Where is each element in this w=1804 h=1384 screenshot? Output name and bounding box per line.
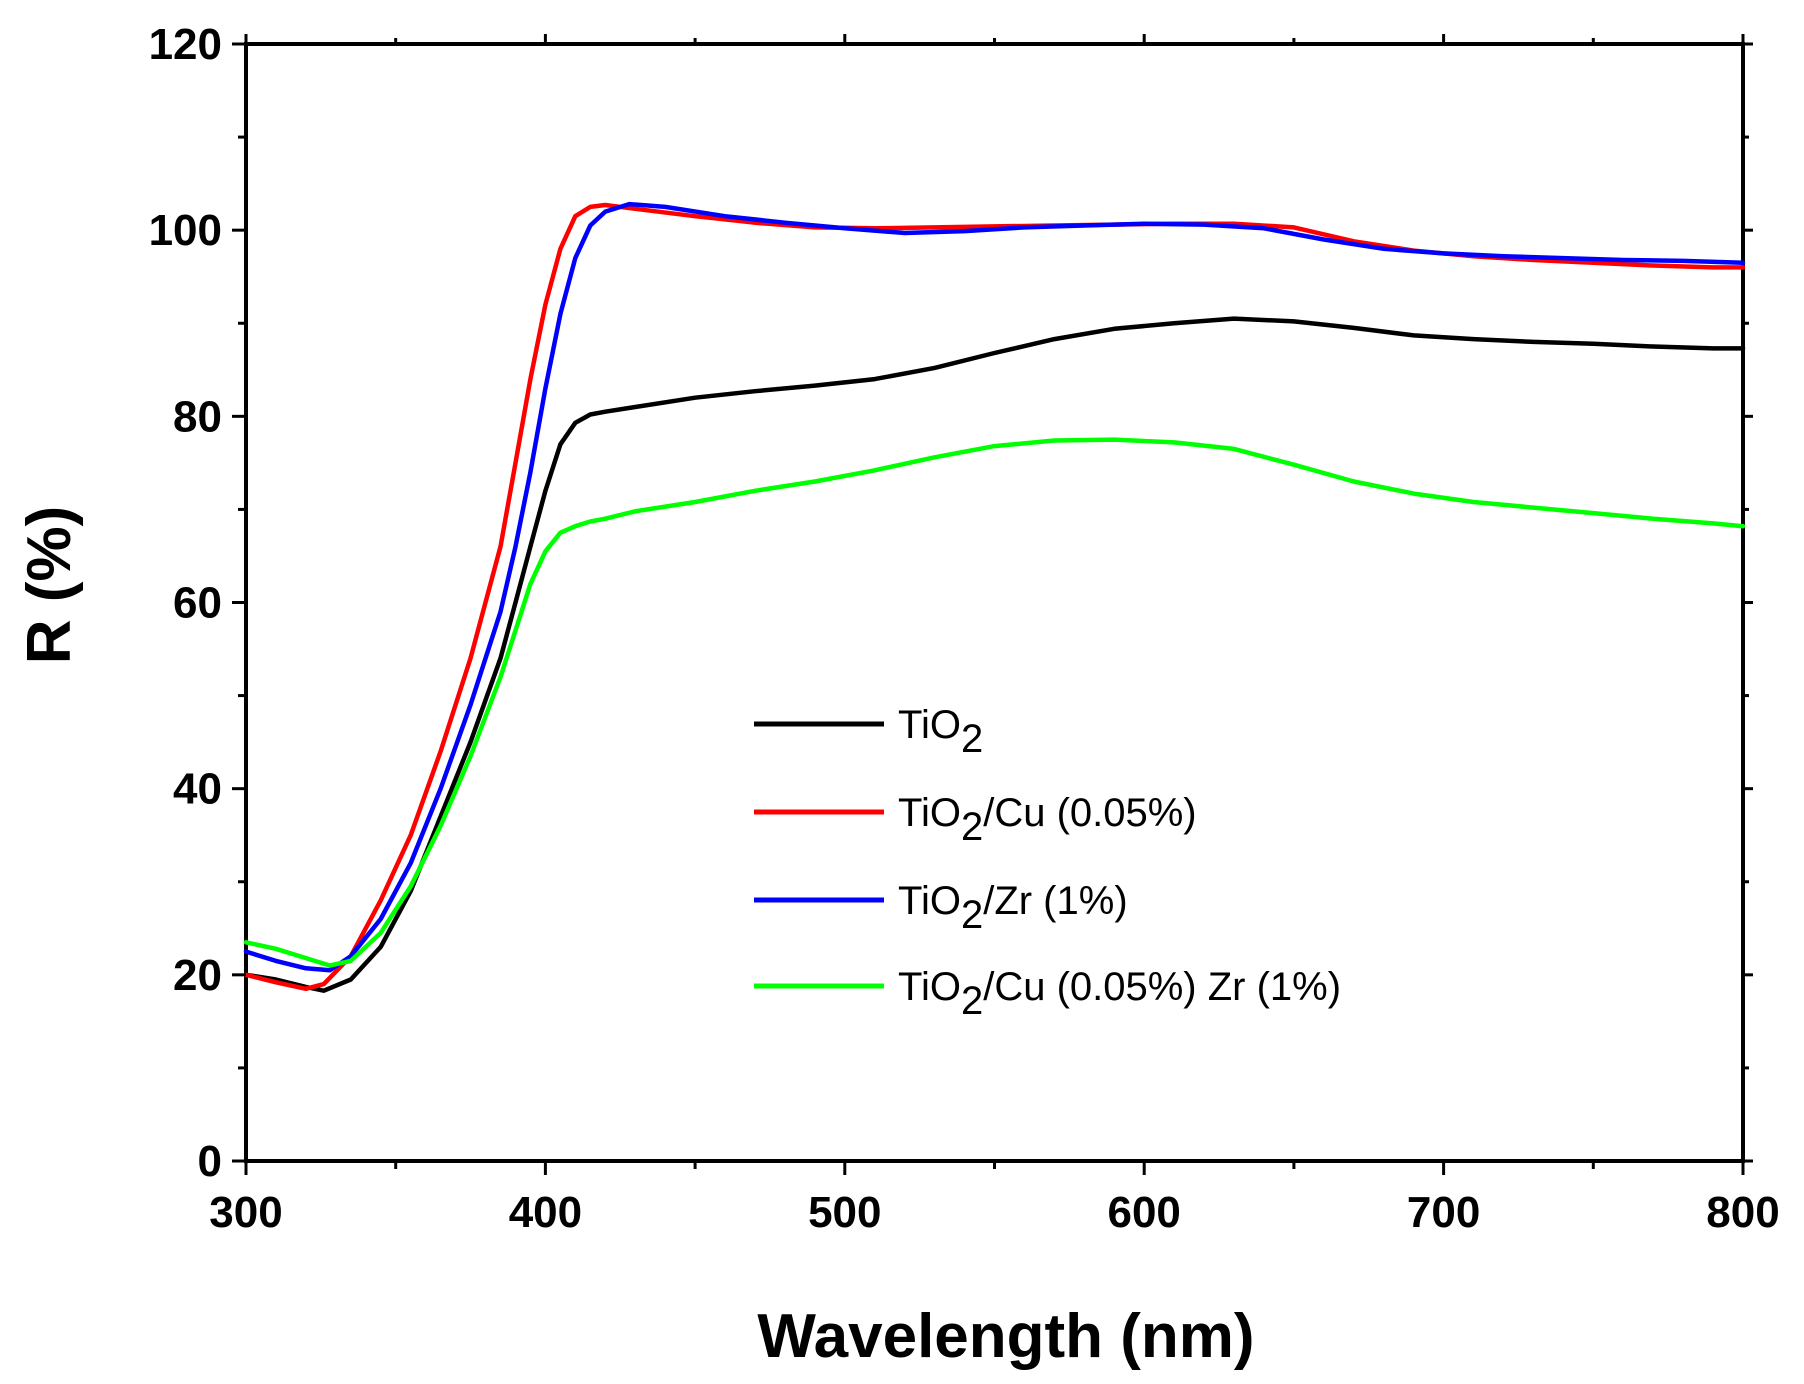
legend-item-1: TiO2 (754, 703, 983, 761)
y-axis-title: R (%) (15, 506, 84, 664)
y-tick-label: 100 (149, 206, 222, 255)
legend-item-3: TiO2/Zr (1%) (754, 879, 1128, 937)
x-tick-label: 300 (209, 1188, 282, 1237)
legend-label: TiO2 (898, 703, 983, 761)
x-tick-label: 700 (1407, 1188, 1480, 1237)
x-tick-label: 800 (1706, 1188, 1779, 1237)
y-tick-label: 0 (198, 1137, 222, 1186)
x-tick-label: 600 (1107, 1188, 1180, 1237)
series-line-1 (243, 316, 1746, 993)
x-tick-label: 500 (808, 1188, 881, 1237)
x-tick-label: 400 (509, 1188, 582, 1237)
y-tick-label: 60 (173, 579, 222, 628)
legend-item-4: TiO2/Cu (0.05%) Zr (1%) (754, 965, 1341, 1023)
x-axis-title: Wavelength (nm) (757, 1302, 1254, 1371)
y-tick-label: 120 (149, 20, 222, 69)
series-group (243, 201, 1746, 993)
legend-label: TiO2/Zr (1%) (898, 879, 1128, 937)
legend: TiO2 TiO2/Cu (0.05%) TiO2/Zr (1%) TiO2/Cu (… (754, 703, 1341, 1023)
axis-ticks (232, 34, 1753, 1175)
legend-label: TiO2/Cu (0.05%) Zr (1%) (898, 965, 1341, 1023)
series-line-3 (243, 201, 1746, 973)
legend-label: TiO2/Cu (0.05%) (898, 791, 1197, 849)
axis-tick-labels: 300 400 500 600 700 800 0 20 40 60 80 100 120 (149, 20, 1780, 1237)
y-tick-label: 80 (173, 392, 222, 441)
series-line-4 (243, 437, 1746, 968)
y-tick-label: 40 (173, 765, 222, 814)
series-line-2 (243, 202, 1746, 992)
legend-item-2: TiO2/Cu (0.05%) (754, 791, 1197, 849)
y-tick-label: 20 (173, 951, 222, 1000)
